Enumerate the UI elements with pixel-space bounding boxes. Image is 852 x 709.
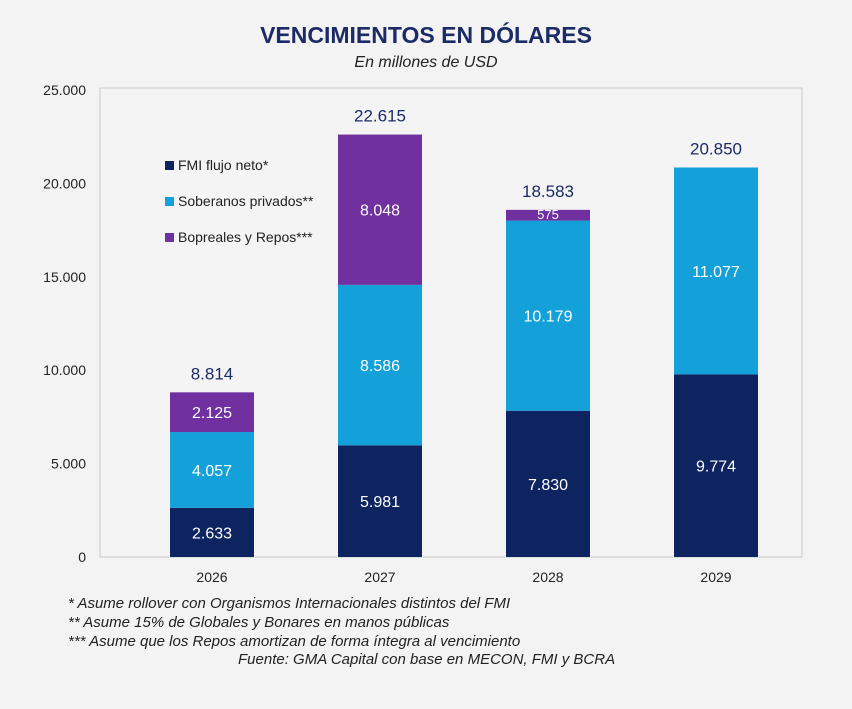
total-label: 20.850 <box>690 140 742 159</box>
legend-label: Soberanos privados** <box>178 193 314 209</box>
data-label: 8.586 <box>360 358 400 375</box>
bar-segment <box>170 507 254 557</box>
bar-segment <box>674 167 758 375</box>
footnotes: * Asume rollover con Organismos Internac… <box>68 594 520 651</box>
x-tick-label: 2028 <box>532 569 563 585</box>
bar-segment <box>674 374 758 557</box>
source-note: Fuente: GMA Capital con base en MECON, F… <box>238 651 616 668</box>
y-tick-label: 15.000 <box>43 269 86 285</box>
footnote-3: *** Asume que los Repos amortizan de for… <box>68 633 521 650</box>
data-label: 2.633 <box>192 525 232 542</box>
data-label: 8.048 <box>360 203 400 220</box>
y-tick-label: 10.000 <box>43 362 86 378</box>
legend-label: Bopreales y Repos*** <box>178 229 313 245</box>
total-label: 22.615 <box>354 107 406 126</box>
data-label: 575 <box>537 207 559 222</box>
footnote-1: * Asume rollover con Organismos Internac… <box>68 595 511 612</box>
data-label: 4.057 <box>192 463 232 480</box>
bar-segment <box>506 209 590 221</box>
footnote-2: ** Asume 15% de Globales y Bonares en ma… <box>68 614 450 631</box>
bar-segment <box>506 220 590 411</box>
bar-segment <box>338 284 422 446</box>
legend-label: FMI flujo neto* <box>178 157 269 173</box>
bar-segment <box>338 445 422 557</box>
chart-subtitle: En millones de USD <box>354 54 498 71</box>
chart-title: VENCIMIENTOS EN DÓLARES <box>260 22 592 48</box>
x-tick-label: 2026 <box>196 569 227 585</box>
data-label: 2.125 <box>192 405 232 422</box>
data-label: 11.077 <box>692 264 740 281</box>
y-tick-label: 20.000 <box>43 175 86 191</box>
legend-swatch <box>165 233 174 242</box>
data-label: 7.830 <box>528 477 568 494</box>
x-tick-label: 2027 <box>364 569 395 585</box>
bar-segment <box>170 432 254 508</box>
legend-swatch <box>165 197 174 206</box>
legend-swatch <box>165 161 174 170</box>
y-tick-label: 0 <box>78 549 86 565</box>
x-tick-label: 2029 <box>700 569 731 585</box>
bar-segment <box>170 392 254 433</box>
data-label: 10.179 <box>524 309 573 326</box>
total-label: 18.583 <box>522 182 574 201</box>
y-tick-label: 25.000 <box>43 82 86 98</box>
bar-segment <box>338 134 422 285</box>
data-label: 9.774 <box>696 459 736 476</box>
total-label: 8.814 <box>191 364 234 383</box>
bar-segment <box>506 410 590 557</box>
y-tick-label: 5.000 <box>51 456 86 472</box>
data-label: 5.981 <box>360 494 400 511</box>
